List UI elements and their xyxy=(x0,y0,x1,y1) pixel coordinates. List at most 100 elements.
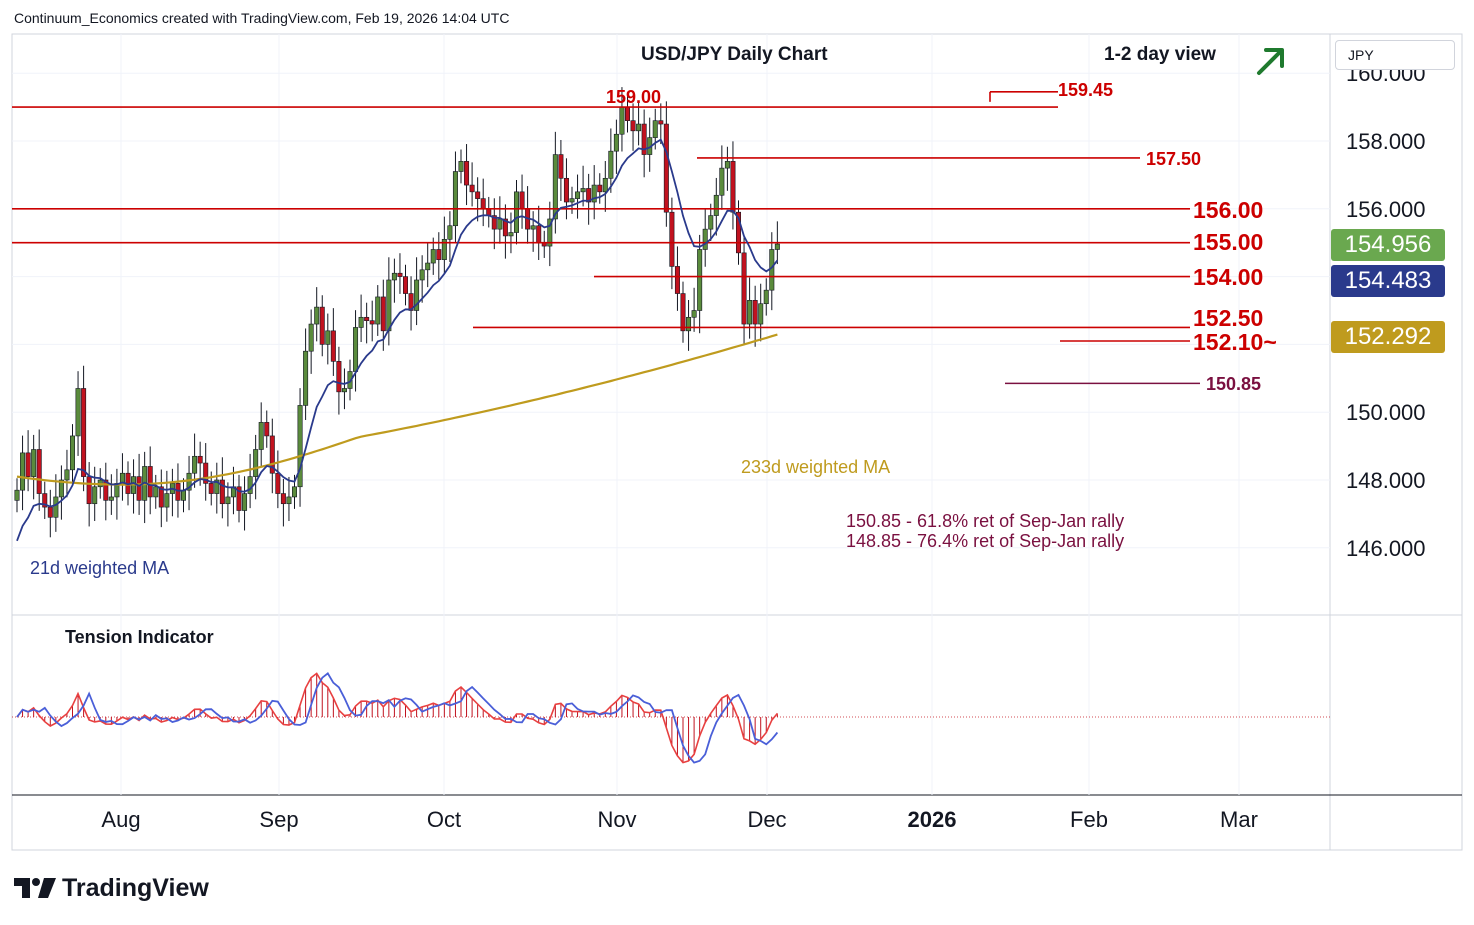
ma21-line xyxy=(16,138,779,542)
candle-body xyxy=(319,306,325,345)
candle xyxy=(280,478,286,527)
candle xyxy=(608,128,614,193)
candle-body xyxy=(724,161,730,169)
candle xyxy=(763,278,769,316)
candle-body xyxy=(108,496,114,501)
candle-body xyxy=(386,279,392,332)
level-label: 150.85 xyxy=(1206,374,1261,394)
candle-body xyxy=(458,161,464,172)
candle xyxy=(597,173,603,204)
candle xyxy=(319,295,325,357)
candle-body xyxy=(436,249,442,260)
candle-body xyxy=(253,449,259,477)
candle-body xyxy=(119,472,125,484)
candle-body xyxy=(58,479,64,498)
y-tick-label: 150.000 xyxy=(1346,400,1426,425)
candle-body xyxy=(502,218,508,237)
candle xyxy=(247,453,253,509)
level-label: 152.50 xyxy=(1193,305,1263,331)
candle-body xyxy=(242,493,248,511)
currency-selector[interactable]: JPY xyxy=(1335,40,1455,70)
grid xyxy=(11,33,1463,851)
candle xyxy=(713,177,719,236)
candle-body xyxy=(769,249,775,291)
candle-body xyxy=(652,120,658,138)
candle-body xyxy=(75,388,81,437)
candle-body xyxy=(397,272,403,277)
tradingview-logo-text: TradingView xyxy=(62,873,209,902)
x-tick-label: Dec xyxy=(747,807,786,832)
candle-body xyxy=(702,228,708,250)
candle-body xyxy=(730,161,736,213)
candle-body xyxy=(81,388,87,477)
candle xyxy=(464,144,470,206)
candle xyxy=(586,173,592,225)
candle-body xyxy=(569,198,575,203)
candle-body xyxy=(669,211,675,267)
candle xyxy=(36,429,42,511)
candle-body xyxy=(269,435,275,474)
tradingview-logo[interactable]: TradingView xyxy=(14,874,209,902)
candle-body xyxy=(641,123,647,155)
candle-body xyxy=(286,496,292,505)
candle xyxy=(131,459,137,514)
candle xyxy=(414,257,420,326)
candle-body xyxy=(597,184,603,193)
candle-body xyxy=(552,154,558,220)
candle xyxy=(347,359,353,401)
candle-body xyxy=(591,184,597,203)
candle xyxy=(47,489,53,538)
candle xyxy=(325,313,331,365)
candle-body xyxy=(613,133,619,152)
candle xyxy=(702,209,708,267)
candle-body xyxy=(214,479,220,494)
candle xyxy=(475,177,481,222)
candle xyxy=(641,109,647,178)
level-label: 154.00 xyxy=(1193,264,1263,290)
candle-body xyxy=(497,218,503,230)
view-label: 1-2 day view xyxy=(1104,44,1216,65)
ma233-line xyxy=(16,333,778,486)
chart-title: USD/JPY Daily Chart xyxy=(641,44,828,65)
candle xyxy=(86,462,92,527)
ma21-price-tag: 154.483 xyxy=(1331,265,1445,297)
candle xyxy=(569,186,575,214)
candle xyxy=(419,255,425,303)
candle-body xyxy=(491,215,497,230)
candle xyxy=(536,205,542,260)
candle-body xyxy=(14,489,20,501)
tension-fast-line xyxy=(16,672,779,764)
candle xyxy=(303,328,309,420)
candle xyxy=(480,178,486,227)
candle-body xyxy=(464,161,470,186)
candle xyxy=(147,446,153,515)
candle xyxy=(636,101,642,146)
candle-body xyxy=(402,276,408,294)
candle-body xyxy=(513,191,519,233)
candle xyxy=(513,179,519,245)
candle-body xyxy=(203,462,209,484)
candle xyxy=(741,235,747,345)
candle-body xyxy=(741,252,747,325)
candle-body xyxy=(258,422,264,450)
bullish-arrow-icon xyxy=(1257,48,1284,75)
candle xyxy=(558,139,564,202)
candle-body xyxy=(536,225,542,244)
candle-body xyxy=(636,123,642,132)
level-label: 159.45 xyxy=(1058,80,1113,100)
candle-body xyxy=(774,243,780,250)
candle-body xyxy=(719,167,725,196)
candle xyxy=(158,469,164,528)
candle xyxy=(602,161,608,212)
candle-body xyxy=(697,249,703,311)
candle-body xyxy=(475,191,481,199)
candle-body xyxy=(441,239,447,260)
candle xyxy=(70,424,76,482)
candle xyxy=(497,196,503,244)
candle xyxy=(314,287,320,342)
candle xyxy=(575,174,581,219)
y-tick-label: 156.000 xyxy=(1346,197,1426,222)
candle-body xyxy=(314,306,320,325)
x-tick-label: Feb xyxy=(1070,807,1108,832)
